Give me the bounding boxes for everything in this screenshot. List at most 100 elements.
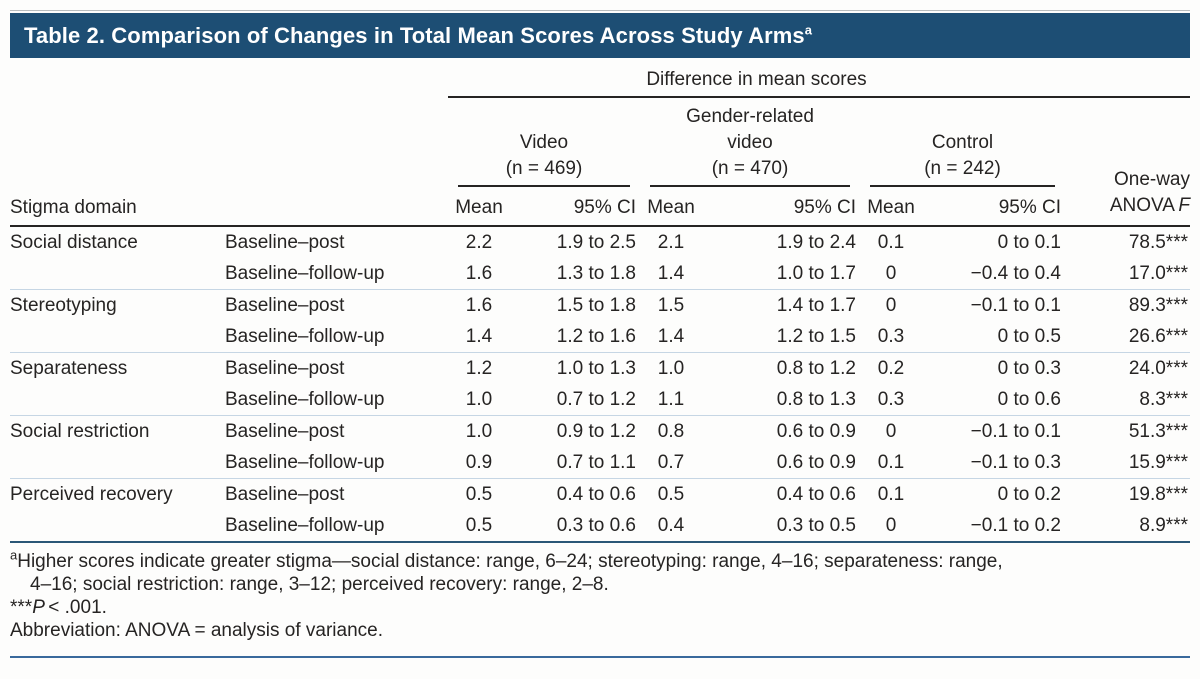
cell-control-ci: −0.1 to 0.1 (970, 420, 1061, 442)
cell-gender-video-mean: 1.1 (657, 388, 685, 410)
cell-control-ci: 0 to 0.1 (997, 231, 1061, 253)
table-figure: Table 2. Comparison of Changes in Total … (10, 10, 1190, 658)
cell-gender-video-mean: 0.8 (657, 420, 685, 442)
cell-domain: Social restriction (10, 420, 150, 442)
cell-gender-video-ci: 0.4 to 0.6 (776, 483, 856, 505)
cell-comparison: Baseline–follow-up (225, 325, 385, 347)
cell-anova-f: 26.6*** (1128, 325, 1188, 347)
cell-control-mean: 0.1 (877, 231, 905, 253)
table-body: Social distance Baseline–post 2.2 1.9 to… (10, 227, 1190, 543)
cell-comparison: Baseline–post (225, 231, 345, 253)
cell-anova-f: 8.9*** (1139, 514, 1188, 536)
cell-comparison: Baseline–post (225, 420, 345, 442)
anova-f-symbol: F (1178, 195, 1190, 216)
cell-control-mean: 0.3 (877, 325, 905, 347)
column-group-control: Control (n = 242) (860, 98, 1065, 187)
table-title-footnote-marker: a (804, 22, 813, 38)
table-title: Table 2. Comparison of Changes in Total … (24, 23, 812, 49)
cell-video-ci: 1.9 to 2.5 (556, 231, 636, 253)
top-hairline-rule (10, 10, 1190, 11)
cell-gender-video-mean: 1.0 (657, 357, 685, 379)
cell-anova-f: 89.3*** (1128, 294, 1188, 316)
cell-control-mean: 0 (885, 514, 897, 536)
cell-control-mean: 0.2 (877, 357, 905, 379)
table-row: Perceived recovery Baseline–post 0.5 0.4… (10, 478, 1190, 510)
cell-gender-video-ci: 0.6 to 0.9 (776, 420, 856, 442)
gender-video-arm-label-line1: Gender-related (686, 106, 814, 127)
column-header-stigma-domain: Stigma domain (10, 197, 137, 218)
column-header-control-mean: Mean (867, 197, 915, 218)
cell-video-ci: 1.0 to 1.3 (556, 357, 636, 379)
cell-video-mean: 1.2 (465, 357, 493, 379)
footnote-abbreviation: Abbreviation: ANOVA = analysis of varian… (10, 620, 383, 641)
cell-domain: Separateness (10, 357, 128, 379)
table-header: Difference in mean scores Video (n = 469… (10, 58, 1190, 227)
table-row: Baseline–follow-up 1.4 1.2 to 1.6 1.4 1.… (10, 321, 1190, 352)
cell-video-ci: 0.7 to 1.1 (556, 451, 636, 473)
cell-gender-video-ci: 0.8 to 1.3 (776, 388, 856, 410)
cell-gender-video-ci: 1.9 to 2.4 (776, 231, 856, 253)
cell-video-mean: 1.4 (465, 325, 493, 347)
cell-control-ci: 0 to 0.3 (997, 357, 1061, 379)
cell-anova-f: 15.9*** (1128, 451, 1188, 473)
cell-gender-video-mean: 0.5 (657, 483, 685, 505)
cell-anova-f: 19.8*** (1128, 483, 1188, 505)
table-row: Baseline–follow-up 0.5 0.3 to 0.6 0.4 0.… (10, 510, 1190, 541)
footnotes: aHigher scores indicate greater stigma—s… (10, 547, 1190, 642)
cell-video-mean: 0.5 (465, 483, 493, 505)
table-row: Baseline–follow-up 0.9 0.7 to 1.1 0.7 0.… (10, 447, 1190, 478)
cell-anova-f: 17.0*** (1128, 262, 1188, 284)
cell-video-ci: 1.5 to 1.8 (556, 294, 636, 316)
cell-control-mean: 0 (885, 294, 897, 316)
control-arm-n: (n = 242) (924, 158, 1001, 179)
cell-domain: Perceived recovery (10, 483, 173, 505)
footnote-a-line2: 4–16; social restriction: range, 3–12; p… (30, 574, 609, 595)
cell-control-ci: −0.4 to 0.4 (970, 262, 1061, 284)
p-symbol: P (32, 597, 45, 618)
cell-gender-video-ci: 1.4 to 1.7 (776, 294, 856, 316)
cell-comparison: Baseline–post (225, 483, 345, 505)
cell-gender-video-mean: 0.4 (657, 514, 685, 536)
cell-comparison: Baseline–follow-up (225, 451, 385, 473)
cell-comparison: Baseline–post (225, 294, 345, 316)
table-row: Baseline–follow-up 1.6 1.3 to 1.8 1.4 1.… (10, 258, 1190, 289)
column-header-video-mean: Mean (455, 197, 503, 218)
gender-video-arm-n: (n = 470) (711, 158, 789, 179)
cell-anova-f: 78.5*** (1128, 231, 1188, 253)
column-group-gender-video: Gender-related video (n = 470) (640, 98, 860, 187)
cell-video-mean: 1.0 (465, 420, 493, 442)
cell-comparison: Baseline–follow-up (225, 514, 385, 536)
cell-video-ci: 0.7 to 1.2 (556, 388, 636, 410)
cell-comparison: Baseline–post (225, 357, 345, 379)
cell-gender-video-ci: 1.2 to 1.5 (776, 325, 856, 347)
column-header-gender-video-mean: Mean (647, 197, 695, 218)
cell-video-ci: 0.3 to 0.6 (556, 514, 636, 536)
cell-anova-f: 8.3*** (1139, 388, 1188, 410)
cell-video-mean: 1.6 (465, 262, 493, 284)
cell-gender-video-mean: 0.7 (657, 451, 685, 473)
footnote-a-marker: a (10, 547, 18, 563)
cell-gender-video-ci: 0.3 to 0.5 (776, 514, 856, 536)
table-row: Baseline–follow-up 1.0 0.7 to 1.2 1.1 0.… (10, 384, 1190, 415)
cell-control-mean: 0 (885, 262, 897, 284)
cell-control-mean: 0 (885, 420, 897, 442)
column-header-video-ci: 95% CI (573, 197, 636, 218)
table-title-bar: Table 2. Comparison of Changes in Total … (10, 13, 1190, 58)
column-group-video: Video (n = 469) (448, 98, 640, 187)
gender-video-arm-label-line2: video (727, 132, 773, 153)
bottom-border-rule (10, 656, 1190, 658)
footnote-a-line1: aHigher scores indicate greater stigma—s… (10, 547, 1003, 572)
cell-control-mean: 0.1 (877, 483, 905, 505)
table-title-text: Table 2. Comparison of Changes in Total … (24, 22, 805, 48)
cell-gender-video-ci: 0.6 to 0.9 (776, 451, 856, 473)
column-header-anova: One-way ANOVA F (1065, 98, 1190, 225)
cell-control-mean: 0.3 (877, 388, 905, 410)
cell-video-mean: 0.9 (465, 451, 493, 473)
cell-comparison: Baseline–follow-up (225, 262, 385, 284)
cell-control-ci: −0.1 to 0.2 (970, 514, 1061, 536)
table-row: Social restriction Baseline–post 1.0 0.9… (10, 415, 1190, 447)
cell-gender-video-mean: 2.1 (657, 231, 685, 253)
table-row: Separateness Baseline–post 1.2 1.0 to 1.… (10, 352, 1190, 384)
cell-video-mean: 2.2 (465, 231, 493, 253)
cell-comparison: Baseline–follow-up (225, 388, 385, 410)
